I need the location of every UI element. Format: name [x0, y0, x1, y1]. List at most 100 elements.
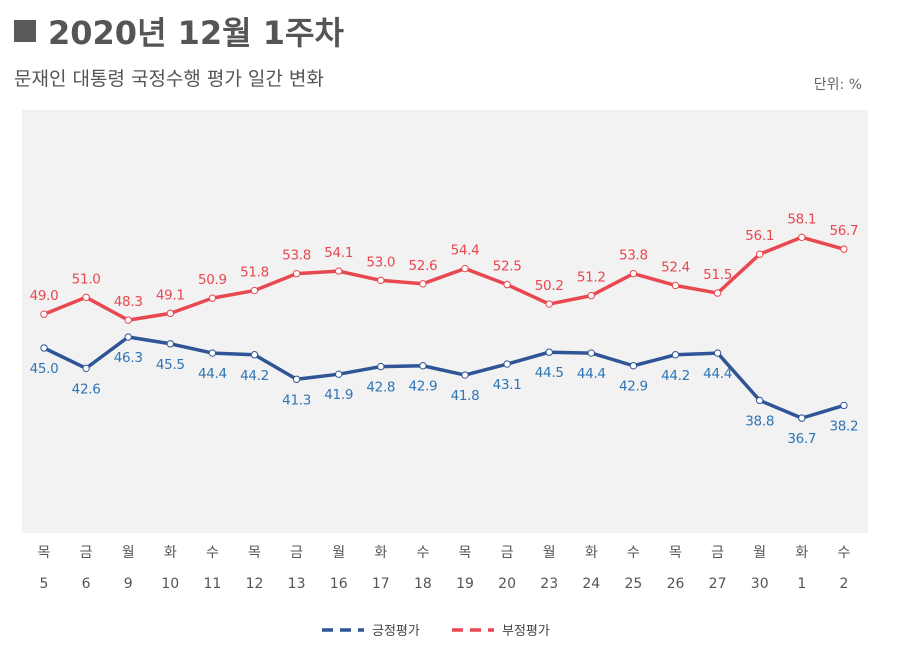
data-label-negative: 53.8: [619, 248, 648, 264]
x-tick-day: 목: [38, 545, 51, 561]
data-label-positive: 45.5: [156, 357, 185, 373]
data-point-negative: [82, 293, 90, 302]
data-label-positive: 41.8: [451, 388, 480, 404]
x-tick-day: 금: [501, 545, 514, 561]
data-point-positive: [166, 340, 175, 348]
x-tick-date: 13: [288, 576, 306, 592]
x-tick-date: 30: [751, 576, 769, 592]
data-point-positive: [335, 370, 343, 378]
data-label-positive: 38.2: [829, 418, 858, 434]
data-point-negative: [713, 289, 722, 297]
x-tick-day: 목: [669, 545, 682, 561]
data-point-positive: [840, 401, 848, 410]
data-point-negative: [587, 291, 595, 300]
x-tick-day: 금: [711, 545, 724, 561]
x-tick-date: 6: [82, 576, 91, 592]
data-label-positive: 41.9: [324, 387, 353, 403]
data-label-negative: 56.7: [829, 223, 858, 239]
data-label-positive: 42.9: [619, 379, 648, 395]
chart-subtitle: 문재인 대통령 국정수행 평가 일간 변화: [14, 68, 324, 90]
plot-area: [22, 110, 868, 533]
data-label-positive: 44.2: [661, 368, 690, 384]
data-point-positive: [124, 333, 132, 341]
data-label-negative: 54.1: [324, 245, 353, 261]
data-point-negative: [840, 245, 848, 253]
data-point-negative: [671, 281, 680, 290]
data-point-positive: [713, 349, 722, 357]
data-label-negative: 52.5: [493, 259, 522, 275]
x-tick-day: 화: [585, 545, 598, 561]
data-point-negative: [503, 280, 511, 289]
data-point-negative: [250, 286, 259, 295]
data-point-positive: [82, 364, 90, 372]
chart-header: 2020년 12월 1주차 문재인 대통령 국정수행 평가 일간 변화 단위: …: [0, 0, 900, 110]
data-label-positive: 44.5: [535, 365, 564, 381]
x-tick-day: 목: [248, 545, 261, 561]
series-line-negative: [43, 235, 845, 322]
x-tick-date: 2: [839, 576, 848, 592]
data-label-positive: 42.6: [72, 381, 101, 397]
data-point-negative: [798, 233, 806, 242]
data-label-negative: 51.2: [577, 270, 606, 286]
data-point-negative: [545, 300, 553, 308]
x-tick-day: 금: [80, 545, 93, 561]
data-point-positive: [292, 375, 301, 383]
data-label-negative: 48.3: [114, 294, 143, 310]
data-point-positive: [587, 349, 595, 357]
data-label-negative: 53.8: [282, 248, 311, 264]
x-tick-day: 월: [332, 545, 345, 561]
data-point-negative: [40, 310, 48, 318]
x-tick-date: 20: [498, 576, 516, 592]
data-point-positive: [377, 362, 385, 371]
x-tick-date: 18: [414, 576, 432, 592]
legend-item-positive: 긍정평가: [322, 624, 420, 639]
data-point-positive: [40, 344, 48, 352]
data-point-negative: [124, 316, 132, 324]
data-point-negative: [377, 276, 385, 285]
x-tick-date: 17: [372, 576, 390, 592]
line-chart: 목 금 월 화 수 목 금 월 화 수 목 금 월 화 수 목 금 월 화 수 5 6 9 10 11 12 13 16 17 18 19 2…: [0, 110, 900, 667]
data-label-positive: 43.1: [493, 377, 522, 393]
data-label-negative: 51.5: [703, 267, 732, 283]
x-tick-day: 월: [753, 545, 766, 561]
data-point-positive: [629, 362, 638, 370]
page-title: 2020년 12월 1주차: [14, 8, 344, 54]
data-point-positive: [545, 348, 553, 356]
data-point-negative: [461, 264, 469, 273]
data-point-positive: [756, 396, 764, 405]
data-point-negative: [292, 269, 301, 278]
x-tick-date: 5: [40, 576, 49, 592]
data-point-negative: [756, 250, 764, 258]
data-label-positive: 44.4: [198, 366, 227, 382]
data-point-negative: [629, 269, 638, 278]
x-tick-date: 23: [540, 576, 558, 592]
data-point-negative: [208, 294, 217, 302]
x-tick-day: 월: [543, 545, 556, 561]
data-point-positive: [250, 351, 259, 359]
data-point-positive: [208, 349, 217, 357]
series-line-positive: [43, 335, 845, 420]
x-tick-day: 목: [459, 545, 472, 561]
x-tick-date: 19: [456, 576, 474, 592]
data-point-negative: [335, 267, 343, 275]
x-tick-day: 수: [416, 545, 429, 561]
x-tick-date: 25: [624, 576, 642, 592]
data-label-negative: 52.4: [661, 259, 690, 275]
data-label-negative: 56.1: [745, 228, 774, 244]
data-label-negative: 50.2: [535, 278, 564, 294]
x-tick-day: 금: [290, 545, 303, 561]
x-tick-day: 수: [837, 545, 850, 561]
x-tick-date: 24: [582, 576, 600, 592]
x-tick-day: 화: [374, 545, 387, 561]
data-label-negative: 49.0: [30, 288, 59, 304]
x-tick-date: 26: [667, 576, 685, 592]
legend-label: 긍정평가: [372, 624, 420, 639]
x-tick-date: 12: [246, 576, 264, 592]
data-label-negative: 53.0: [366, 254, 395, 270]
data-label-positive: 44.2: [240, 368, 269, 384]
legend-label: 부정평가: [502, 624, 550, 639]
data-label-positive: 38.8: [745, 413, 774, 429]
data-label-negative: 51.8: [240, 265, 269, 281]
x-tick-day: 수: [206, 545, 219, 561]
x-tick-date: 11: [203, 576, 221, 592]
